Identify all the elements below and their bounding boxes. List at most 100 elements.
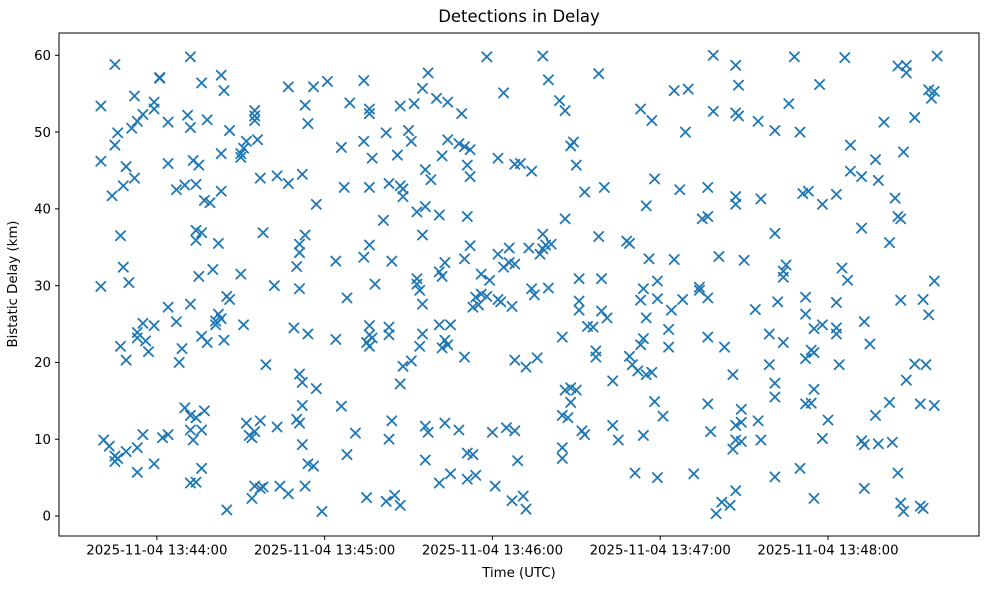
data-point-marker	[238, 142, 250, 154]
data-point-marker	[363, 108, 375, 120]
data-point-marker	[288, 322, 300, 334]
data-point-marker	[520, 361, 532, 373]
data-point-marker	[663, 341, 675, 353]
data-point-marker	[707, 49, 719, 61]
data-point-marker	[470, 291, 482, 303]
data-point-marker	[224, 125, 236, 136]
data-point-marker	[190, 412, 202, 424]
data-point-marker	[657, 410, 669, 422]
data-point-marker	[886, 436, 898, 448]
data-point-marker	[131, 442, 143, 454]
data-point-marker	[593, 231, 605, 242]
data-point-marker	[394, 499, 406, 511]
data-point-marker	[607, 419, 619, 431]
data-point-marker	[556, 452, 568, 464]
data-point-marker	[366, 152, 378, 164]
data-point-marker	[531, 352, 543, 364]
data-point-marker	[808, 383, 820, 395]
data-point-marker	[201, 337, 213, 348]
y-tick-label: 20	[34, 356, 51, 371]
data-point-marker	[162, 158, 174, 169]
data-point-marker	[629, 467, 641, 479]
data-point-marker	[95, 100, 107, 112]
data-point-marker	[193, 270, 205, 282]
x-tick-label: 2025-11-04 13:47:00	[590, 544, 731, 559]
data-point-marker	[842, 274, 854, 286]
data-point-marker	[808, 323, 820, 335]
data-point-marker	[176, 343, 188, 355]
data-point-marker	[207, 264, 219, 275]
data-point-marker	[335, 141, 347, 153]
data-point-marker	[394, 100, 406, 112]
data-point-marker	[749, 304, 761, 315]
data-point-marker	[777, 337, 789, 348]
y-tick-label: 60	[34, 49, 51, 64]
data-point-marker	[249, 426, 261, 438]
data-point-marker	[419, 201, 431, 213]
data-point-marker	[506, 495, 518, 507]
data-point-marker	[115, 230, 126, 242]
data-point-marker	[198, 194, 210, 206]
data-point-marker	[184, 424, 196, 436]
data-point-marker	[892, 60, 904, 72]
data-point-marker	[470, 469, 482, 481]
data-point-marker	[240, 135, 252, 147]
data-point-marker	[777, 271, 789, 283]
data-point-marker	[755, 434, 767, 446]
data-point-marker	[635, 339, 647, 351]
data-point-marker	[442, 96, 454, 108]
data-point-marker	[383, 321, 395, 333]
data-point-marker	[117, 180, 129, 192]
data-point-marker	[131, 466, 143, 478]
data-point-marker	[637, 333, 649, 345]
data-point-marker	[481, 290, 493, 302]
data-point-marker	[640, 200, 652, 212]
data-point-marker	[554, 95, 565, 107]
data-point-marker	[137, 429, 149, 441]
data-point-marker	[302, 458, 314, 470]
data-point-marker	[738, 254, 750, 266]
data-point-marker	[453, 424, 465, 436]
data-point-marker	[872, 438, 884, 450]
data-point-marker	[844, 165, 856, 177]
data-point-marker	[187, 434, 199, 446]
data-point-marker	[224, 294, 236, 305]
data-point-marker	[403, 125, 414, 136]
data-point-marker	[526, 165, 538, 177]
data-point-marker	[769, 471, 781, 483]
data-point-marker	[830, 188, 842, 200]
data-point-marker	[109, 456, 121, 467]
data-point-marker	[562, 412, 574, 424]
data-point-marker	[822, 414, 834, 426]
data-point-marker	[733, 79, 744, 91]
data-point-marker	[157, 432, 168, 444]
data-point-marker	[296, 376, 308, 388]
data-point-marker	[397, 183, 409, 195]
data-point-marker	[864, 338, 876, 350]
data-point-marker	[210, 315, 222, 327]
data-point-marker	[254, 415, 266, 427]
data-point-marker	[294, 238, 305, 250]
data-point-marker	[856, 222, 868, 234]
data-point-marker	[196, 424, 208, 436]
data-point-marker	[895, 497, 907, 509]
data-point-marker	[196, 462, 208, 474]
data-point-marker	[190, 476, 202, 488]
data-point-marker	[433, 319, 445, 331]
data-point-marker	[467, 449, 479, 461]
data-point-marker	[503, 242, 515, 254]
data-point-marker	[769, 391, 781, 403]
data-point-marker	[598, 181, 610, 193]
data-point-marker	[665, 304, 677, 316]
data-point-marker	[898, 146, 909, 158]
data-point-marker	[733, 110, 744, 122]
data-point-marker	[710, 508, 722, 520]
x-tick-label: 2025-11-04 13:44:00	[86, 544, 227, 559]
data-point-marker	[579, 186, 591, 198]
data-point-marker	[651, 472, 663, 484]
data-point-marker	[716, 496, 728, 508]
data-point-marker	[892, 467, 904, 479]
data-point-marker	[257, 227, 269, 239]
data-point-marker	[456, 108, 468, 120]
